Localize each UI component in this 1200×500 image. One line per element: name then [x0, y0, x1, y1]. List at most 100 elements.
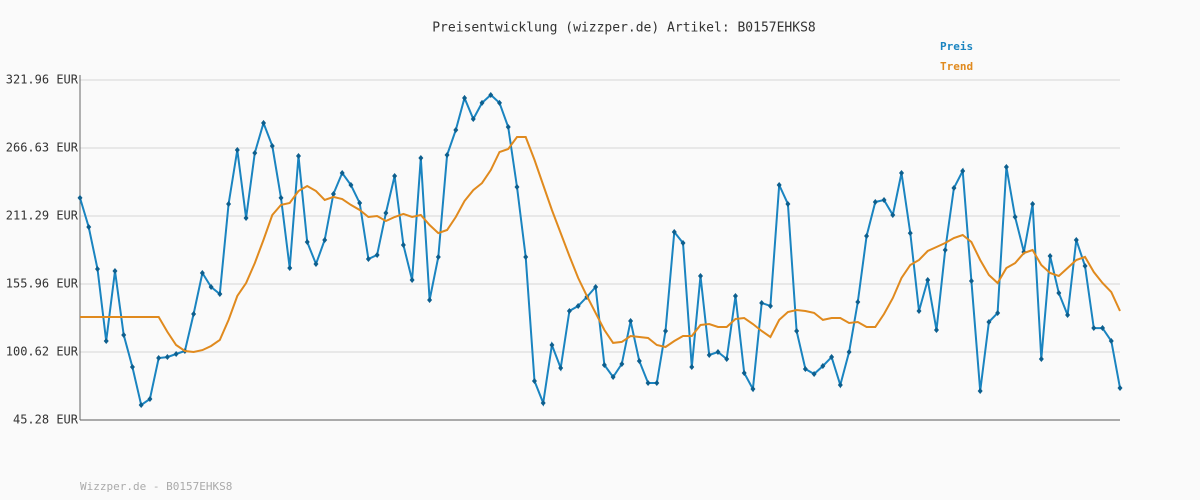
- data-point: [287, 264, 293, 271]
- data-point: [558, 364, 564, 371]
- data-point: [855, 299, 861, 306]
- data-point: [907, 230, 913, 237]
- data-point: [1012, 213, 1018, 220]
- data-point: [427, 297, 433, 304]
- data-point: [453, 126, 459, 133]
- data-point: [654, 379, 660, 386]
- data-point: [951, 184, 957, 191]
- data-point: [462, 95, 468, 102]
- data-point: [400, 241, 406, 248]
- data-point: [628, 318, 634, 325]
- data-point: [794, 328, 800, 335]
- data-point: [680, 240, 686, 247]
- data-point: [103, 337, 109, 344]
- data-point: [470, 116, 476, 123]
- data-point: [802, 365, 808, 372]
- data-point: [540, 400, 546, 407]
- data-point: [663, 328, 669, 335]
- data-point: [129, 364, 135, 371]
- data-point: [86, 224, 92, 231]
- data-point: [698, 272, 704, 279]
- footer: Wizzper.de - B0157EHKS8: [80, 480, 232, 493]
- data-point: [164, 354, 170, 361]
- chart-title: Preisentwicklung (wizzper.de) Artikel: B…: [432, 21, 816, 36]
- series-line: [79, 93, 1121, 407]
- data-point: [811, 371, 817, 378]
- data-point: [217, 291, 223, 298]
- data-point: [1038, 356, 1044, 363]
- data-point: [374, 251, 380, 258]
- data-point: [593, 284, 599, 291]
- data-point: [619, 360, 625, 367]
- data-point: [1082, 262, 1088, 269]
- data-point: [933, 327, 939, 334]
- data-point: [261, 119, 267, 126]
- data-point: [706, 351, 712, 358]
- data-point: [610, 373, 616, 380]
- data-point: [322, 236, 328, 243]
- data-point: [1047, 253, 1053, 260]
- data-point: [444, 152, 450, 159]
- data-point: [435, 254, 441, 261]
- data-point: [1091, 325, 1097, 332]
- data-point: [278, 194, 284, 201]
- data-point: [383, 210, 389, 217]
- y-tick-label: 100.62 EUR: [6, 344, 79, 358]
- data-point: [671, 228, 677, 235]
- data-point: [479, 99, 485, 106]
- data-point: [977, 387, 983, 394]
- data-point: [899, 169, 905, 176]
- data-point: [304, 239, 310, 246]
- data-point: [890, 212, 896, 219]
- data-point: [829, 354, 835, 361]
- data-point: [872, 198, 878, 205]
- series-line: [80, 136, 1121, 354]
- data-point: [1117, 385, 1123, 392]
- data-point: [365, 255, 371, 262]
- y-tick-label: 211.29 EUR: [6, 208, 79, 222]
- data-point: [313, 261, 319, 268]
- data-point: [208, 284, 214, 291]
- data-point: [531, 378, 537, 385]
- data-point: [732, 292, 738, 299]
- data-point: [121, 331, 127, 338]
- data-point: [575, 302, 581, 309]
- data-point: [348, 182, 354, 189]
- data-point: [916, 307, 922, 314]
- data-point: [199, 270, 205, 277]
- data-point: [234, 146, 240, 153]
- data-point: [409, 277, 415, 284]
- data-point: [1056, 290, 1062, 297]
- data-point: [566, 307, 572, 314]
- data-point: [252, 149, 258, 156]
- data-point: [968, 277, 974, 284]
- data-point: [112, 268, 118, 275]
- y-tick-label: 321.96 EUR: [6, 73, 79, 87]
- data-point: [94, 265, 100, 272]
- data-point: [741, 370, 747, 377]
- data-point: [138, 401, 144, 408]
- data-point: [776, 182, 782, 189]
- y-tick-label: 45.28 EUR: [13, 413, 79, 427]
- data-point: [715, 349, 721, 356]
- data-point: [173, 350, 179, 357]
- data-point: [785, 200, 791, 207]
- data-point: [523, 254, 529, 261]
- data-point: [820, 363, 826, 370]
- data-point: [505, 124, 511, 131]
- legend-label: Trend: [940, 60, 973, 73]
- data-point: [750, 386, 756, 393]
- data-point: [269, 142, 275, 149]
- data-point: [986, 319, 992, 326]
- data-point: [488, 91, 494, 98]
- data-point: [724, 356, 730, 363]
- data-point: [339, 169, 345, 176]
- y-tick-label: 266.63 EUR: [6, 140, 79, 154]
- data-point: [295, 153, 301, 160]
- data-point: [645, 379, 651, 386]
- y-tick-label: 155.96 EUR: [6, 276, 79, 290]
- data-point: [1003, 163, 1009, 170]
- data-point: [759, 299, 765, 306]
